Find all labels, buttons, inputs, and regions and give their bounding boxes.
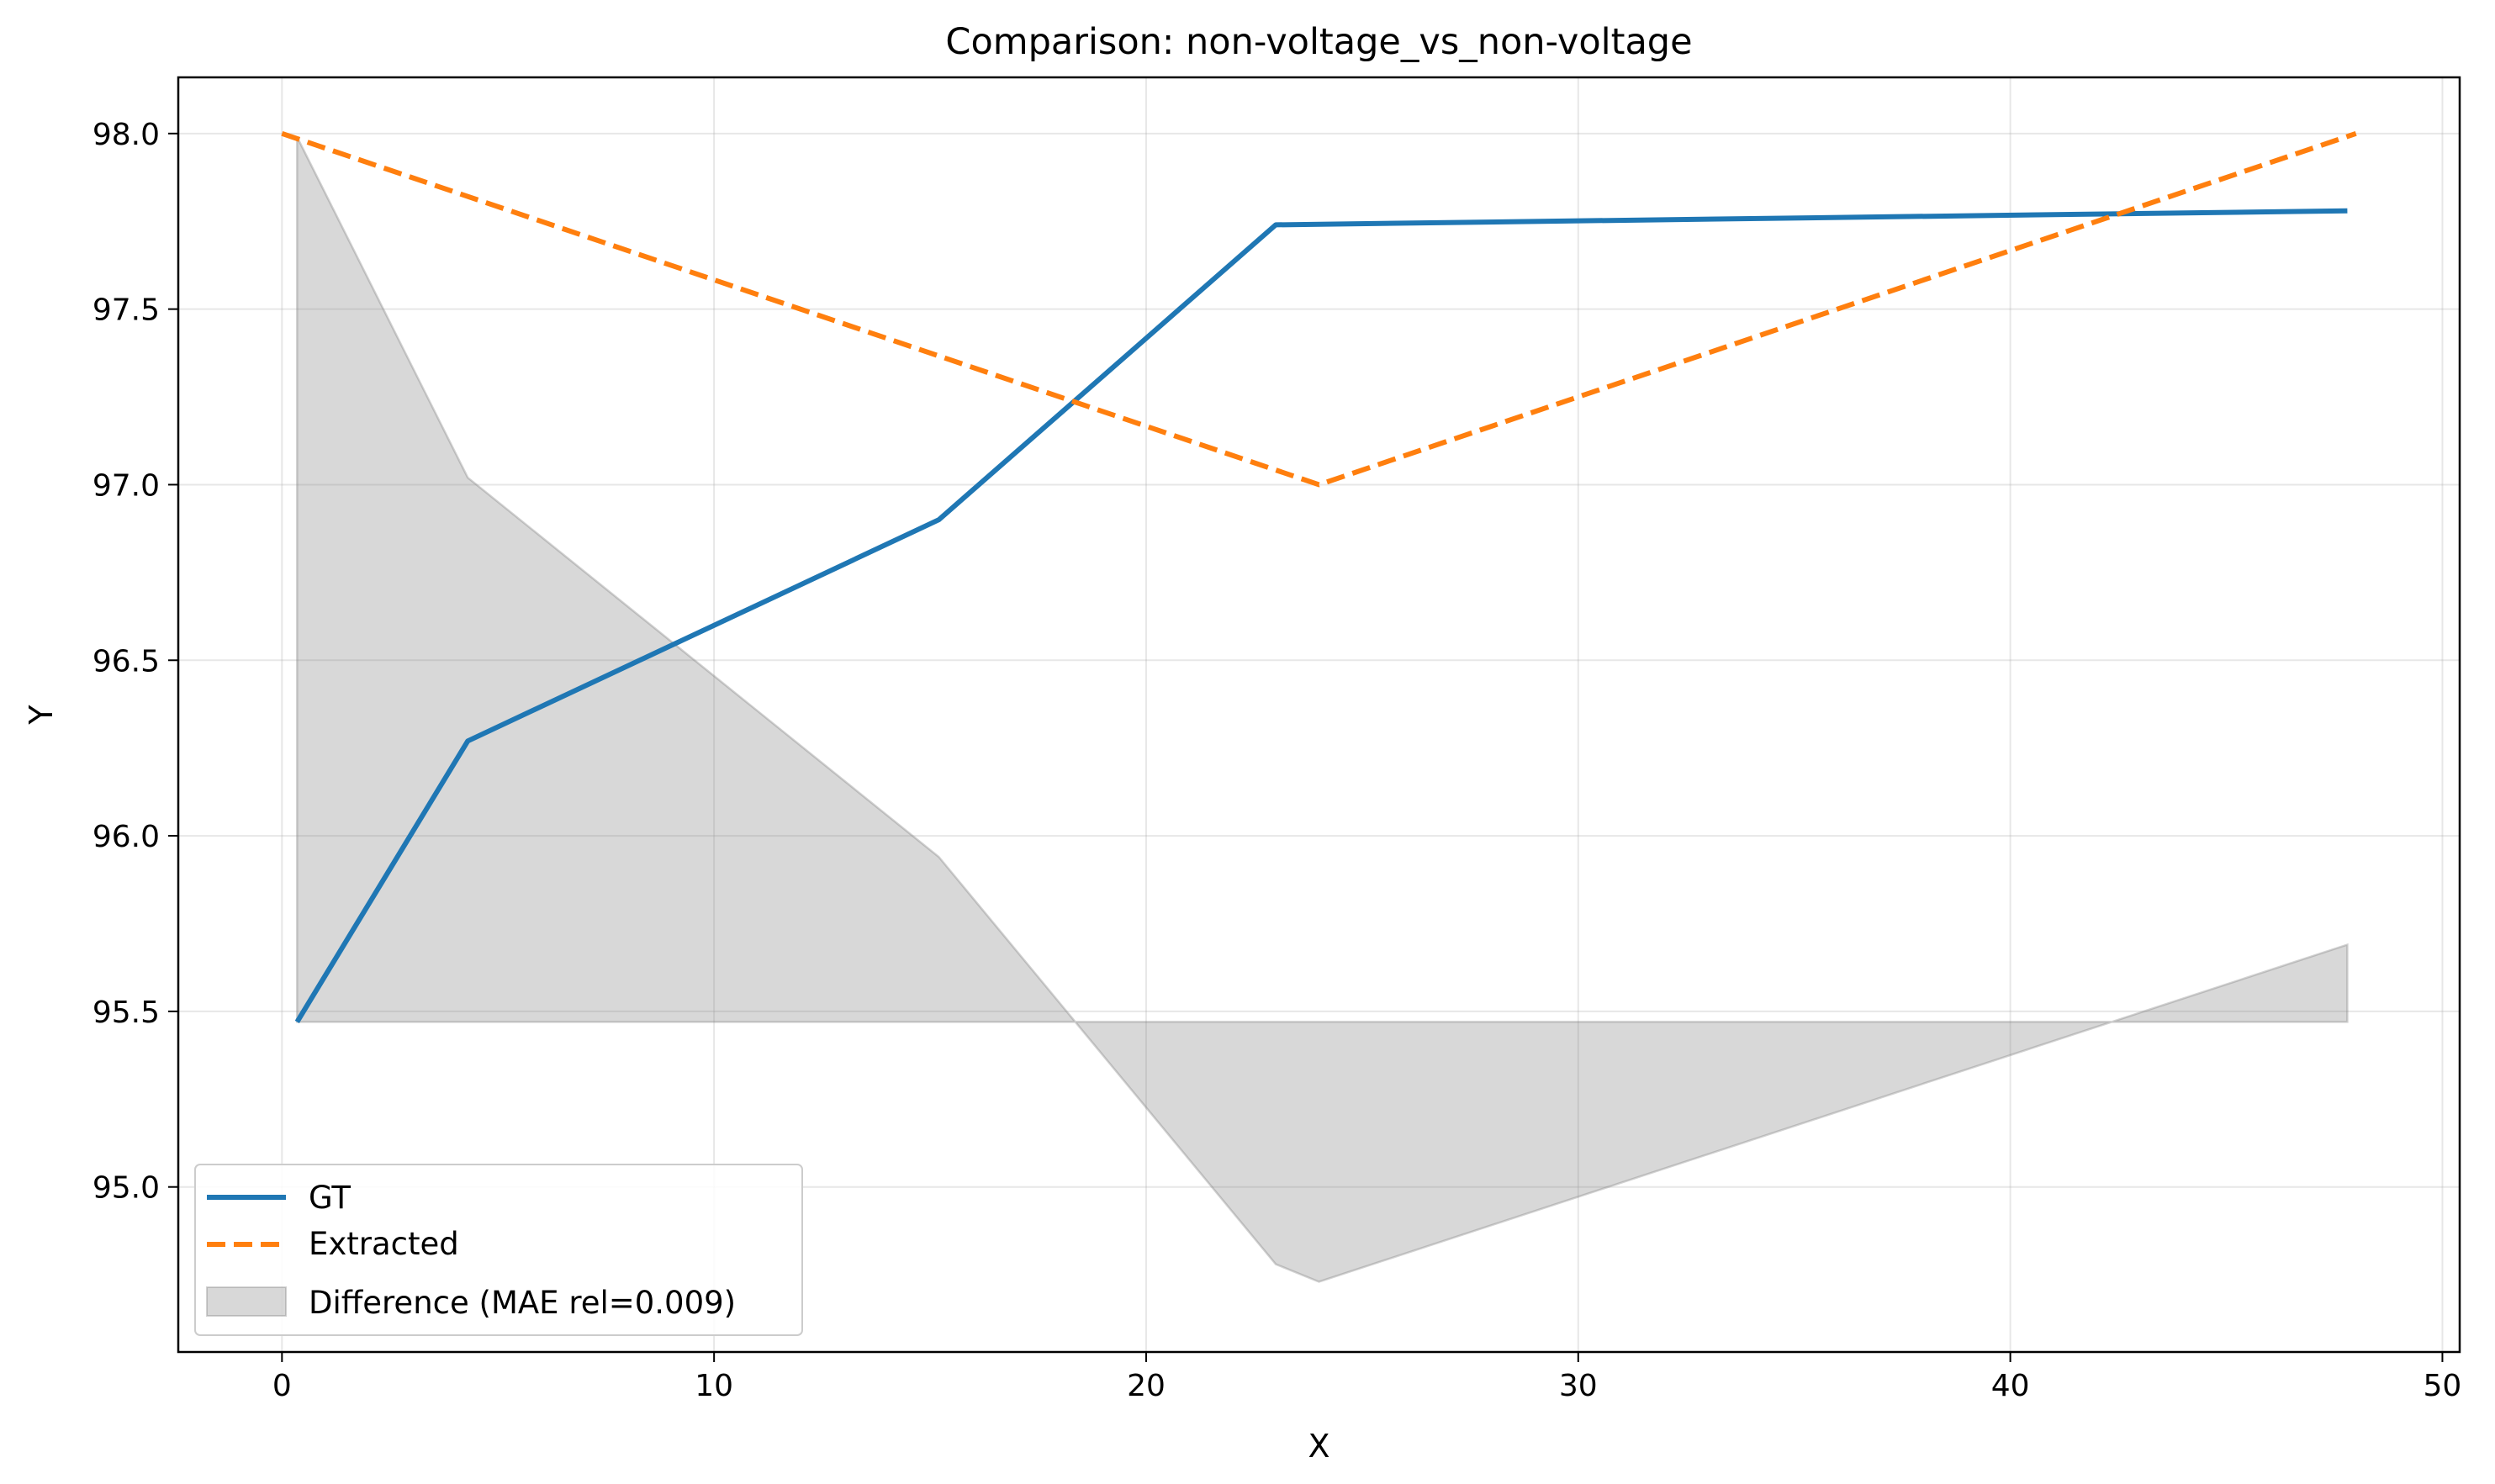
series-layer (281, 130, 2357, 1023)
legend-difference-label: Difference (MAE rel=0.009) (309, 1285, 736, 1321)
ticks: 0 10 20 30 40 50 95.0 95.5 96.0 96.5 97.0 97.5 98.0 (93, 118, 2462, 1403)
series-line-gt (294, 208, 2348, 1023)
plot-frame (177, 76, 2461, 1354)
x-tick-label: 40 (1991, 1369, 2030, 1403)
y-axis-label: Y (23, 705, 60, 726)
legend: GT Extracted Difference (MAE rel=0.009) (194, 1164, 803, 1336)
x-tick-label: 10 (695, 1369, 733, 1403)
series-line-extracted (281, 130, 2357, 488)
y-tick-label: 98.0 (93, 118, 160, 152)
x-tick-label: 30 (1559, 1369, 1598, 1403)
x-tick-label: 20 (1127, 1369, 1166, 1403)
y-tick-label: 96.0 (93, 820, 160, 854)
difference-area (296, 136, 2349, 1283)
y-tick-label: 95.0 (93, 1171, 160, 1206)
x-tick-label: 0 (272, 1369, 292, 1403)
y-tick-label: 97.5 (93, 293, 160, 328)
y-tick-label: 97.0 (93, 468, 160, 503)
legend-gt-label: GT (309, 1180, 351, 1216)
x-tick-label: 50 (2424, 1369, 2462, 1403)
difference-layer (296, 136, 2349, 1283)
legend-extracted-label: Extracted (309, 1226, 459, 1262)
legend-difference-swatch (206, 1286, 287, 1317)
y-tick-label: 96.5 (93, 644, 160, 679)
y-tick-label: 95.5 (93, 995, 160, 1030)
x-axis-label: X (1308, 1428, 1329, 1465)
chart-title: Comparison: non-voltage_vs_non-voltage (945, 21, 1692, 63)
legend-box (194, 1164, 803, 1336)
